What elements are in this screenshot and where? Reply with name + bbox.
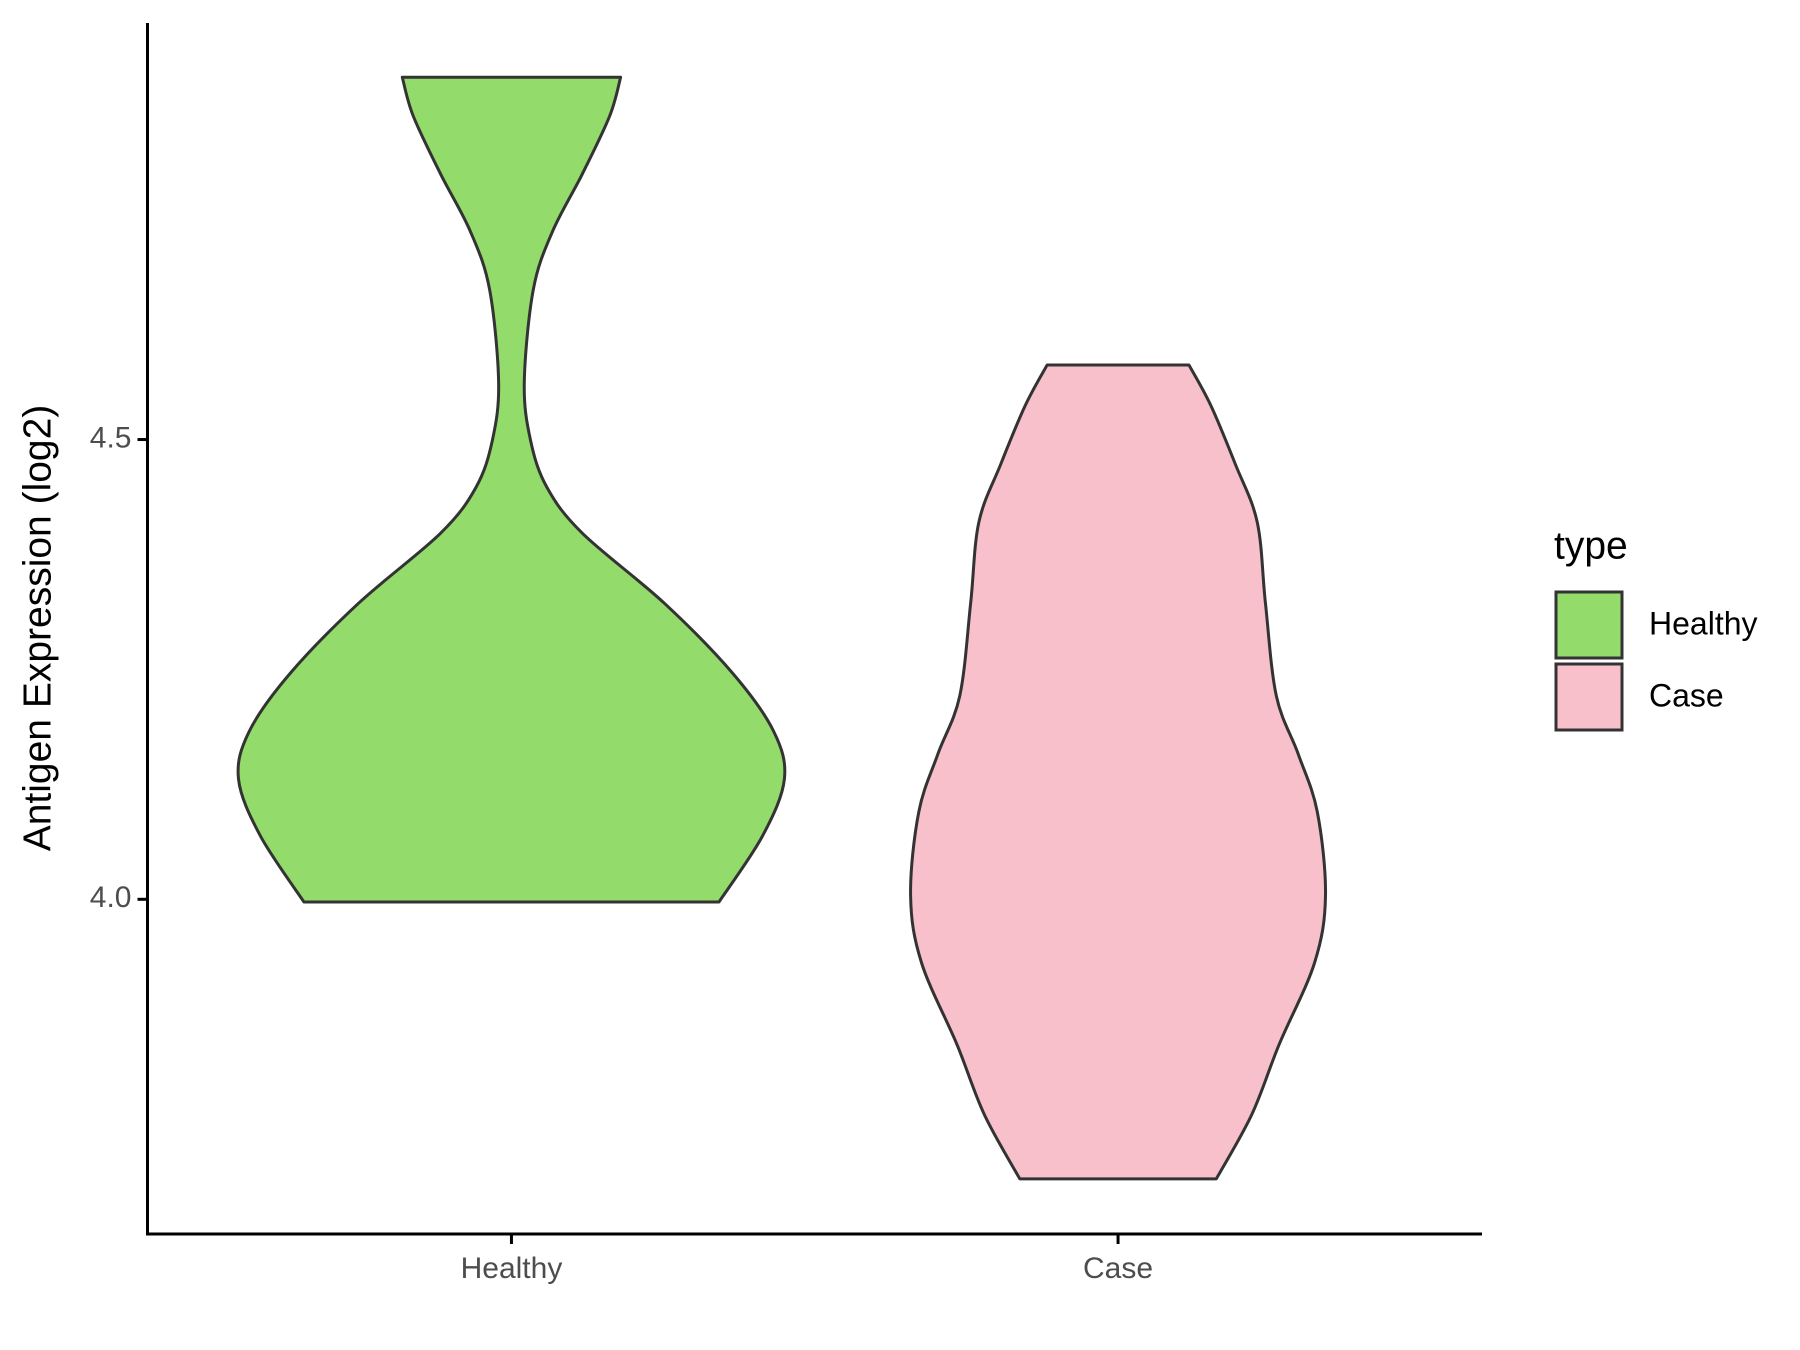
y-tick-label: 4.5 — [90, 421, 132, 454]
legend-label: Healthy — [1649, 605, 1758, 641]
legend-key — [1554, 662, 1624, 732]
x-tick-label: Healthy — [461, 1252, 563, 1285]
x-tick-label: Case — [1083, 1252, 1153, 1285]
legend-title: type — [1554, 524, 1628, 567]
legend-key — [1554, 590, 1624, 660]
violin — [909, 363, 1328, 1181]
y-axis-label: Antigen Expression (log2) — [16, 405, 59, 852]
y-tick-label: 4.0 — [90, 881, 132, 914]
legend-label: Case — [1649, 677, 1724, 713]
violin — [236, 75, 787, 904]
